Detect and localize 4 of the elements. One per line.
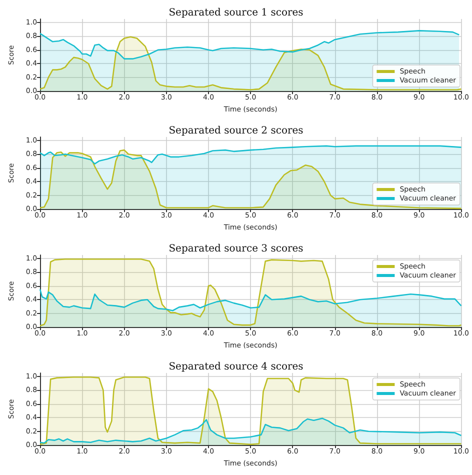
- chart-title: Separated source 2 scores: [168, 126, 304, 136]
- chart-title: Separated source 4 scores: [168, 362, 304, 372]
- chart-title: Separated source 3 scores: [168, 244, 304, 254]
- chart-title: Separated source 1 scores: [168, 8, 304, 18]
